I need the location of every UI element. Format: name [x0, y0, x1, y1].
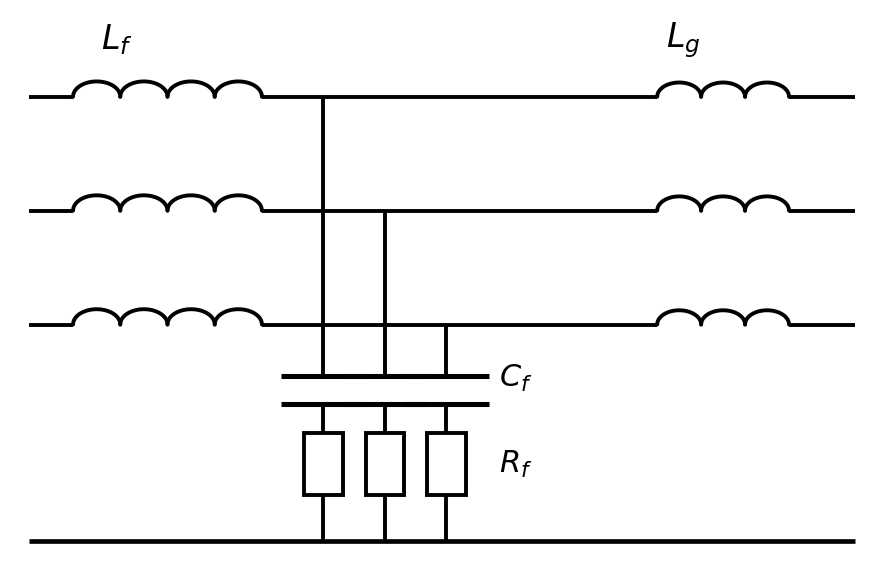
Bar	[304, 433, 343, 495]
Text: $L_f$: $L_f$	[101, 22, 133, 57]
Bar	[427, 433, 466, 495]
Text: $L_g$: $L_g$	[667, 20, 701, 60]
Bar	[366, 433, 404, 495]
Text: $R_f$: $R_f$	[499, 448, 532, 480]
Text: $C_f$: $C_f$	[499, 363, 533, 394]
